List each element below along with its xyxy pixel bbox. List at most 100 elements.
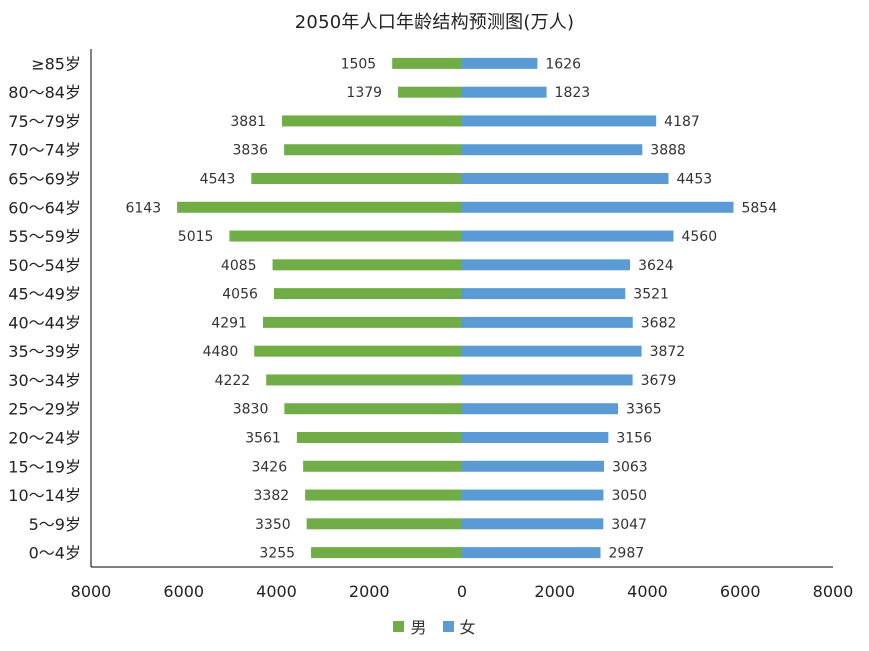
legend-label: 男: [410, 618, 427, 637]
bar-female: [462, 460, 605, 472]
x-tick-label: 8000: [813, 582, 854, 601]
data-label-male: 3836: [232, 143, 268, 159]
data-label-female: 1626: [545, 56, 581, 72]
data-label-female: 3624: [638, 258, 674, 274]
x-tick-label: 6000: [163, 582, 204, 601]
data-label-female: 3050: [611, 488, 647, 504]
bar-male: [303, 460, 462, 472]
data-label-female: 2987: [609, 546, 645, 562]
legend-item: 男: [393, 614, 427, 638]
data-label-male: 4056: [222, 287, 258, 303]
bar-female: [462, 432, 609, 443]
data-label-female: 3682: [641, 315, 677, 331]
category-label: 45～49岁: [8, 285, 81, 304]
data-label-female: 3047: [611, 517, 647, 533]
bar-male: [284, 144, 462, 156]
bar-male: [306, 518, 462, 530]
data-label-male: 4291: [211, 315, 247, 331]
bar-female: [462, 144, 643, 156]
x-tick-label: 0: [457, 582, 467, 601]
bar-male: [254, 345, 462, 357]
bar-male: [273, 288, 462, 300]
bar-male: [263, 316, 462, 328]
category-label: 55～59岁: [8, 227, 81, 246]
category-label: 35～39岁: [8, 342, 81, 361]
data-label-female: 5854: [741, 200, 777, 216]
data-label-female: 3521: [633, 287, 669, 303]
bar-male: [251, 173, 462, 184]
data-label-female: 3679: [641, 373, 677, 389]
bar-male: [266, 374, 462, 386]
bar-female: [462, 316, 633, 328]
bar-male: [392, 57, 462, 69]
bar-female: [462, 345, 642, 357]
category-label: ≥85岁: [31, 54, 81, 73]
data-label-male: 5015: [178, 229, 214, 245]
bar-female: [462, 173, 669, 184]
category-label: 10～14岁: [8, 486, 81, 505]
data-label-female: 3156: [616, 431, 652, 447]
category-label: 75～79岁: [8, 112, 81, 131]
data-label-female: 4187: [664, 114, 700, 130]
bar-female: [462, 201, 734, 213]
data-label-male: 1379: [346, 85, 382, 101]
category-label: 30～34岁: [8, 371, 81, 390]
bar-male: [398, 86, 462, 98]
legend-swatch: [442, 620, 454, 632]
bar-female: [462, 259, 631, 271]
bar-female: [462, 518, 604, 530]
category-label: 0～4岁: [29, 544, 81, 563]
data-label-female: 3872: [650, 344, 686, 360]
data-label-male: 1505: [341, 56, 377, 72]
legend-label: 女: [459, 618, 476, 637]
bar-male: [282, 115, 462, 127]
data-label-male: 3382: [254, 488, 290, 504]
legend-swatch: [393, 620, 405, 632]
data-label-female: 3063: [612, 459, 648, 475]
category-label: 5～9岁: [29, 515, 81, 534]
bar-female: [462, 86, 547, 98]
data-label-male: 3881: [230, 114, 266, 130]
chart-title: 2050年人口年龄结构预测图(万人): [294, 12, 575, 33]
category-label: 15～19岁: [8, 457, 81, 476]
bar-female: [462, 115, 657, 127]
data-label-male: 4480: [203, 344, 239, 360]
category-label: 40～44岁: [8, 313, 81, 332]
data-label-male: 4085: [221, 258, 257, 274]
bar-female: [462, 57, 538, 69]
data-label-male: 3350: [255, 517, 291, 533]
x-tick-label: 2000: [534, 582, 575, 601]
data-label-male: 3255: [259, 546, 295, 562]
bar-male: [284, 403, 462, 415]
data-label-male: 3426: [251, 459, 287, 475]
data-label-male: 3830: [233, 402, 269, 418]
bar-male: [311, 547, 462, 559]
category-label: 20～24岁: [8, 429, 81, 448]
bar-female: [462, 374, 633, 386]
data-label-female: 1823: [555, 85, 591, 101]
bar-male: [229, 230, 462, 242]
category-label: 80～84岁: [8, 83, 81, 102]
data-label-male: 6143: [125, 200, 161, 216]
data-label-male: 4222: [215, 373, 251, 389]
bar-female: [462, 288, 626, 300]
x-tick-label: 4000: [627, 582, 668, 601]
category-label: 70～74岁: [8, 141, 81, 160]
bar-male: [296, 432, 462, 443]
data-label-male: 4543: [200, 172, 236, 188]
x-tick-label: 6000: [720, 582, 761, 601]
x-tick-label: 4000: [256, 582, 297, 601]
x-tick-label: 2000: [349, 582, 390, 601]
bar-female: [462, 230, 674, 242]
category-label: 25～29岁: [8, 400, 81, 419]
category-label: 50～54岁: [8, 256, 81, 275]
bar-female: [462, 547, 601, 559]
data-label-female: 4560: [681, 229, 717, 245]
x-tick-label: 8000: [71, 582, 112, 601]
data-label-female: 4453: [677, 172, 713, 188]
data-label-female: 3365: [626, 402, 662, 418]
chart-legend: 男女: [0, 614, 869, 638]
bar-male: [177, 201, 462, 213]
